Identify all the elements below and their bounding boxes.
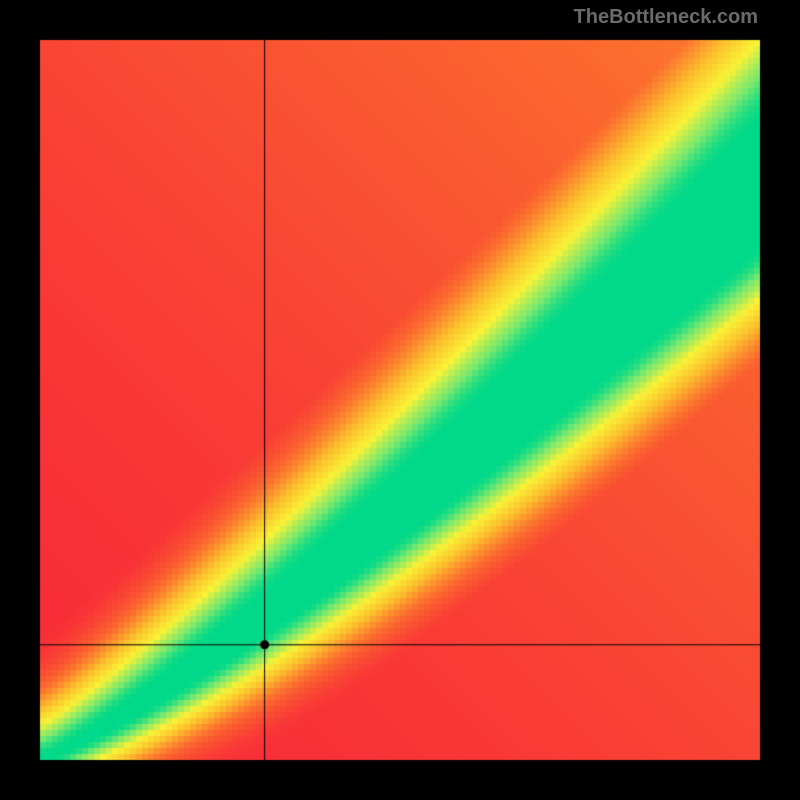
chart-container: TheBottleneck.com — [0, 0, 800, 800]
watermark-text: TheBottleneck.com — [574, 6, 758, 29]
bottleneck-heatmap-canvas — [0, 0, 800, 800]
